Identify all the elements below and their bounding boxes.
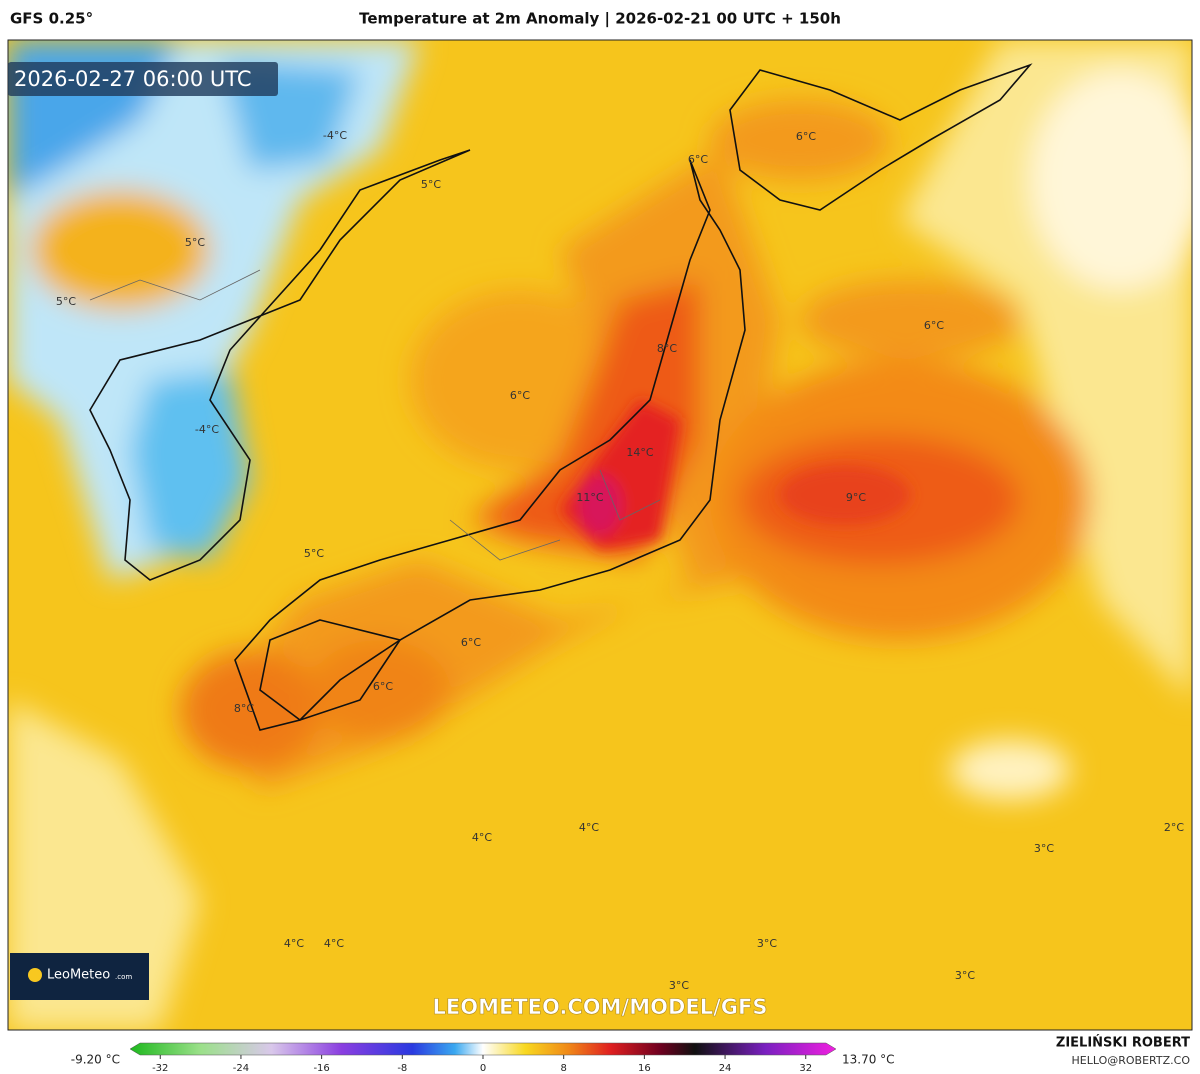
colorbar-min: -9.20 °C (71, 1053, 120, 1067)
temperature-label: -4°C (323, 129, 347, 142)
temperature-label: 3°C (955, 969, 975, 982)
temperature-label: 6°C (373, 680, 393, 693)
temperature-label: 4°C (472, 831, 492, 844)
colorbar-tick-label: -8 (397, 1063, 407, 1074)
temperature-label: 5°C (304, 547, 324, 560)
map-labels: -4°C 6°C 6°C 5°C 5°C 5°C 6°C 8°C 6°C -4°C 14°C 11°C… (56, 129, 1184, 992)
temperature-label: 5°C (56, 295, 76, 308)
temperature-label: 6°C (924, 319, 944, 332)
map-frame (7, 39, 1193, 1031)
temperature-label: 4°C (579, 821, 599, 834)
logo-suffix: .com (115, 973, 132, 981)
colorbar-ticks: -32 -24 -16 -8 0 8 16 24 32 (152, 1055, 812, 1074)
logo-sun (28, 968, 42, 982)
temperature-label: 8°C (234, 702, 254, 715)
temperature-label: 3°C (757, 937, 777, 950)
temperature-label: 6°C (461, 636, 481, 649)
temperature-label: 14°C (626, 446, 653, 459)
colorbar-tick-label: -32 (152, 1063, 168, 1074)
temperature-label: 4°C (324, 937, 344, 950)
temperature-label: 3°C (669, 979, 689, 992)
map: -4°C 6°C 6°C 5°C 5°C 5°C 6°C 8°C 6°C -4°C 14°C 11°C… (8, 40, 1192, 1030)
valid-time: 2026-02-27 06:00 UTC (14, 67, 252, 91)
temperature-label: 6°C (688, 153, 708, 166)
temperature-label: 5°C (185, 236, 205, 249)
map-title: Temperature at 2m Anomaly | 2026-02-21 0… (359, 10, 841, 29)
colorbar-tick-label: 24 (719, 1063, 732, 1074)
colorbar-tick-label: 32 (799, 1063, 812, 1074)
temperature-label: 2°C (1164, 821, 1184, 834)
temperature-label: 6°C (510, 389, 530, 402)
colorbar-tick-label: 0 (480, 1063, 486, 1074)
temperature-label: 8°C (657, 342, 677, 355)
colorbar-max: 13.70 °C (842, 1053, 895, 1067)
temperature-label: 9°C (846, 491, 866, 504)
time-box (8, 62, 278, 96)
url-watermark: LEOMETEO.COM/MODEL/GFS (433, 995, 768, 1019)
temperature-label: 3°C (1034, 842, 1054, 855)
credit-name: ZIELIŃSKI ROBERT (1056, 1035, 1190, 1051)
temperature-label: 6°C (796, 130, 816, 143)
temperature-label: -4°C (195, 423, 219, 436)
colorbar-tick-label: -16 (313, 1063, 329, 1074)
colorbar-tick-label: 8 (560, 1063, 566, 1074)
colorbar-tick-label: -24 (233, 1063, 249, 1074)
colorbar-tick-label: 16 (638, 1063, 651, 1074)
colorbar (129, 1042, 837, 1056)
temperature-label: 5°C (421, 178, 441, 191)
logo: LeoMeteo (47, 968, 110, 983)
temperature-label: 4°C (284, 937, 304, 950)
credit-email: HELLO@ROBERTZ.CO (1072, 1054, 1191, 1067)
model-name: GFS 0.25° (10, 10, 93, 28)
temperature-label: 11°C (576, 491, 603, 504)
